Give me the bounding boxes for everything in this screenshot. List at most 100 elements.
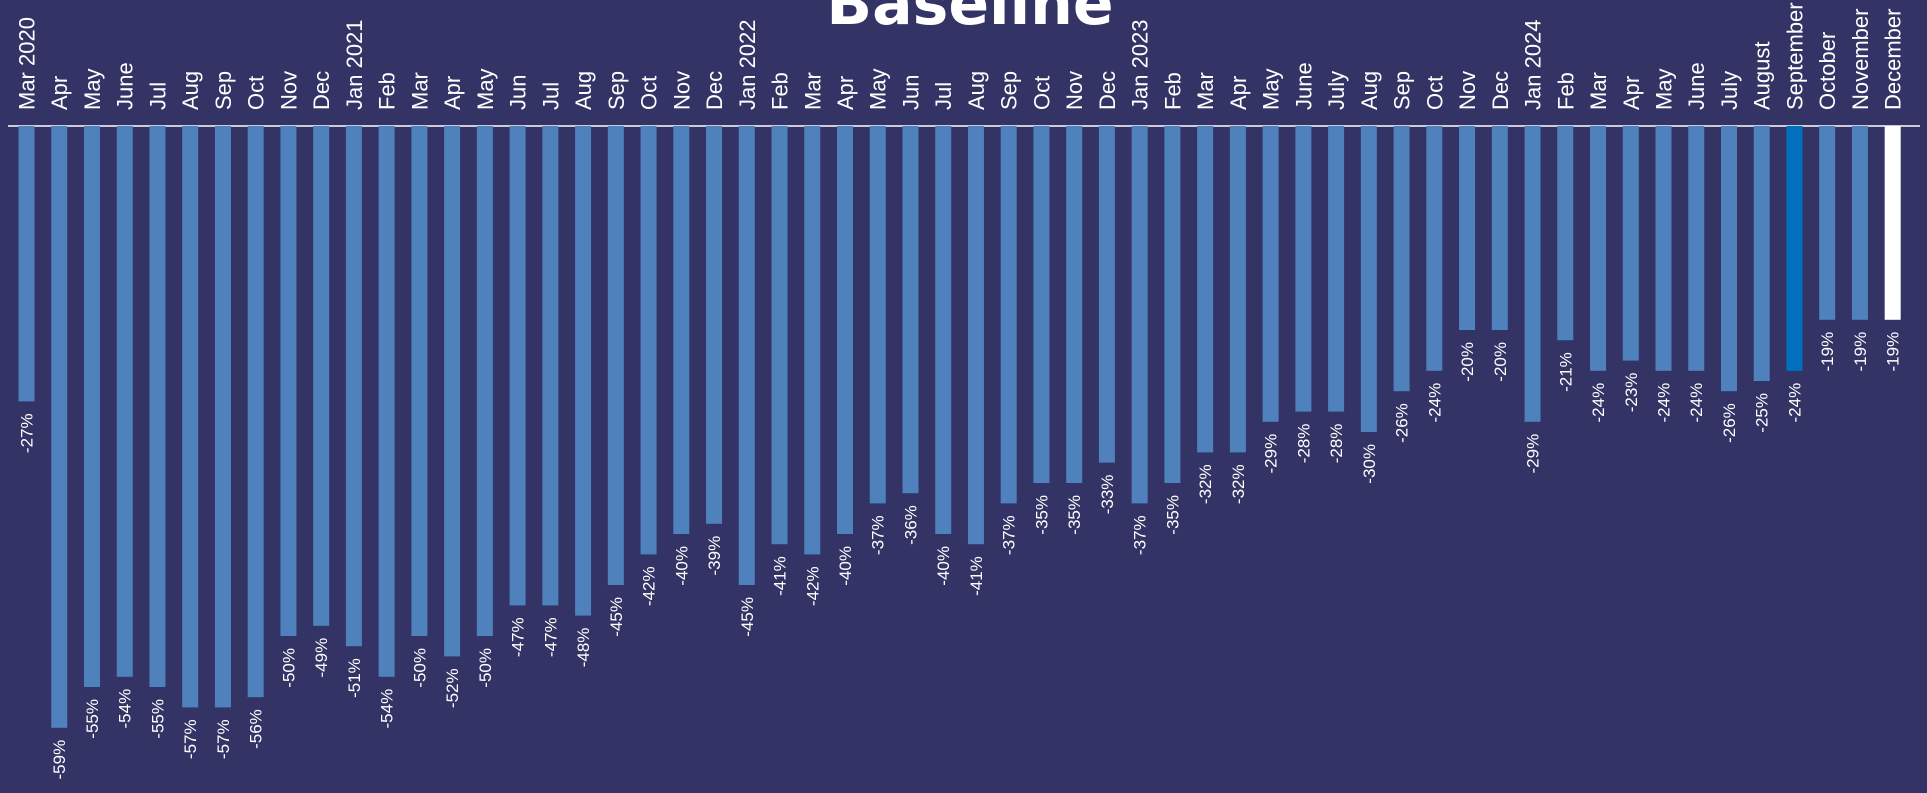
bar-2 bbox=[83, 126, 100, 687]
category-label-24: Mar bbox=[800, 72, 825, 110]
bar-9 bbox=[313, 126, 330, 626]
value-label-15: -47% bbox=[509, 617, 528, 657]
category-label-44: Nov bbox=[1455, 71, 1480, 110]
value-label-38: -29% bbox=[1262, 434, 1281, 474]
category-label-34: Jan 2023 bbox=[1128, 19, 1153, 110]
value-label-5: -57% bbox=[181, 719, 200, 759]
category-label-20: Nov bbox=[669, 71, 694, 110]
category-label-31: Oct bbox=[1029, 76, 1054, 110]
value-label-51: -24% bbox=[1687, 383, 1706, 423]
value-label-50: -24% bbox=[1655, 383, 1674, 423]
bar-18 bbox=[607, 126, 624, 585]
bar-49 bbox=[1622, 126, 1639, 361]
bar-0 bbox=[18, 126, 35, 402]
value-label-45: -20% bbox=[1491, 342, 1510, 382]
bar-56 bbox=[1851, 126, 1868, 320]
category-label-50: May bbox=[1652, 68, 1677, 110]
value-labels: -27% -59% -55% -54% -55% -57% -57% -56% -50% -49%… bbox=[18, 332, 1903, 780]
category-label-16: Jul bbox=[538, 82, 563, 110]
category-label-32: Nov bbox=[1062, 71, 1087, 110]
value-label-56: -19% bbox=[1851, 332, 1870, 372]
category-label-5: Aug bbox=[178, 71, 203, 110]
category-label-46: Jan 2024 bbox=[1521, 19, 1546, 110]
bar-29 bbox=[967, 126, 984, 545]
value-label-48: -24% bbox=[1589, 383, 1608, 423]
bar-39 bbox=[1295, 126, 1312, 412]
value-label-27: -36% bbox=[901, 505, 920, 545]
value-label-17: -48% bbox=[574, 628, 593, 668]
category-label-15: Jun bbox=[506, 75, 531, 110]
value-label-16: -47% bbox=[541, 617, 560, 657]
bar-36 bbox=[1197, 126, 1214, 453]
value-label-39: -28% bbox=[1294, 424, 1313, 464]
category-label-7: Oct bbox=[244, 76, 269, 110]
value-label-54: -24% bbox=[1785, 383, 1804, 423]
category-label-52: July bbox=[1717, 71, 1742, 110]
value-label-11: -54% bbox=[378, 689, 397, 729]
category-label-39: June bbox=[1291, 62, 1316, 110]
value-label-34: -37% bbox=[1131, 515, 1150, 555]
bar-14 bbox=[476, 126, 493, 636]
bar-54 bbox=[1786, 126, 1803, 371]
category-label-57: December bbox=[1881, 9, 1906, 110]
bar-23 bbox=[771, 126, 788, 545]
category-label-10: Jan 2021 bbox=[342, 19, 367, 110]
bar-1 bbox=[51, 126, 68, 728]
bar-55 bbox=[1819, 126, 1836, 320]
category-label-21: Dec bbox=[702, 71, 727, 110]
category-label-26: May bbox=[866, 68, 891, 110]
category-label-47: Feb bbox=[1553, 72, 1578, 110]
bar-10 bbox=[345, 126, 362, 647]
bar-30 bbox=[1000, 126, 1017, 504]
category-label-49: Apr bbox=[1619, 76, 1644, 110]
value-label-31: -35% bbox=[1032, 495, 1051, 535]
value-label-19: -42% bbox=[640, 566, 659, 606]
bar-20 bbox=[673, 126, 690, 534]
value-label-0: -27% bbox=[18, 413, 37, 453]
category-label-54: September bbox=[1782, 2, 1807, 110]
value-label-4: -55% bbox=[148, 699, 167, 739]
bar-17 bbox=[575, 126, 592, 616]
category-label-27: Jun bbox=[898, 75, 923, 110]
value-label-42: -26% bbox=[1393, 403, 1412, 443]
category-label-53: August bbox=[1750, 42, 1775, 111]
category-label-3: June bbox=[113, 62, 138, 110]
value-label-8: -50% bbox=[279, 648, 298, 688]
value-label-14: -50% bbox=[476, 648, 495, 688]
value-label-12: -50% bbox=[410, 648, 429, 688]
value-label-41: -30% bbox=[1360, 444, 1379, 484]
value-label-29: -41% bbox=[967, 556, 986, 596]
value-label-53: -25% bbox=[1753, 393, 1772, 433]
bar-52 bbox=[1720, 126, 1737, 392]
category-label-48: Mar bbox=[1586, 72, 1611, 110]
category-label-18: Sep bbox=[604, 71, 629, 110]
bar-48 bbox=[1590, 126, 1607, 371]
value-label-43: -24% bbox=[1425, 383, 1444, 423]
bar-31 bbox=[1033, 126, 1050, 483]
bar-5 bbox=[182, 126, 199, 708]
category-label-51: June bbox=[1684, 62, 1709, 110]
value-label-47: -21% bbox=[1556, 352, 1575, 392]
bar-4 bbox=[149, 126, 166, 687]
bar-43 bbox=[1426, 126, 1443, 371]
category-label-33: Dec bbox=[1095, 71, 1120, 110]
value-label-35: -35% bbox=[1163, 495, 1182, 535]
category-label-42: Sep bbox=[1390, 71, 1415, 110]
chart-title: Baseline bbox=[826, 0, 1113, 39]
value-label-49: -23% bbox=[1622, 373, 1641, 413]
category-label-25: Apr bbox=[833, 76, 858, 110]
value-label-33: -33% bbox=[1098, 475, 1117, 515]
value-label-20: -40% bbox=[672, 546, 691, 586]
bar-26 bbox=[869, 126, 886, 504]
bar-16 bbox=[542, 126, 559, 606]
bar-40 bbox=[1328, 126, 1345, 412]
category-label-30: Sep bbox=[997, 71, 1022, 110]
bar-35 bbox=[1164, 126, 1181, 483]
value-label-18: -45% bbox=[607, 597, 626, 637]
category-label-41: Aug bbox=[1357, 71, 1382, 110]
value-label-28: -40% bbox=[934, 546, 953, 586]
bar-25 bbox=[837, 126, 853, 534]
category-label-23: Feb bbox=[768, 72, 793, 110]
value-label-30: -37% bbox=[1000, 515, 1019, 555]
